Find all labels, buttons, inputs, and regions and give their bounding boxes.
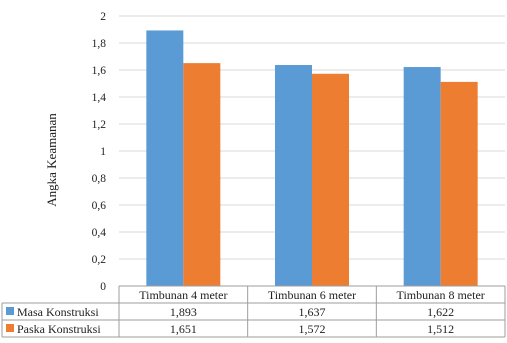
y-tick-label: 0,6 xyxy=(92,200,107,212)
y-tick-label: 0,4 xyxy=(92,227,107,239)
bar-masa-2 xyxy=(275,65,312,286)
bar-masa-1 xyxy=(146,30,183,286)
y-ticks: 0 0,2 0,4 0,6 0,8 1 1,2 1,4 1,6 1,8 2 xyxy=(92,11,107,293)
legend-swatch-paska xyxy=(6,324,14,332)
data-label: 1,893 xyxy=(170,305,197,319)
y-tick-label: 1,4 xyxy=(92,92,107,104)
y-tick-label: 0,2 xyxy=(92,254,107,266)
data-table: Timbunan 4 meter Timbunan 6 meter Timbunan… xyxy=(2,286,505,337)
y-tick-label: 0 xyxy=(100,281,106,293)
bar-masa-3 xyxy=(404,67,441,286)
bar-paska-2 xyxy=(312,74,349,286)
data-label: 1,572 xyxy=(299,322,326,336)
data-label: 1,637 xyxy=(299,305,326,319)
category-label: Timbunan 4 meter xyxy=(139,288,227,302)
bar-paska-3 xyxy=(441,82,478,286)
y-tick-label: 0,8 xyxy=(92,173,107,185)
y-tick-label: 1,8 xyxy=(92,38,107,50)
bars xyxy=(146,30,477,286)
bar-paska-1 xyxy=(183,63,220,286)
data-label: 1,651 xyxy=(170,322,197,336)
y-axis-label: Angka Keamanan xyxy=(44,113,59,207)
data-label: 1,512 xyxy=(427,322,454,336)
legend-label-masa: Masa Konstruksi xyxy=(17,305,99,319)
legend-label-paska: Paska Konstruksi xyxy=(17,322,101,336)
data-label: 1,622 xyxy=(427,305,454,319)
category-label: Timbunan 8 meter xyxy=(397,288,485,302)
y-tick-label: 1 xyxy=(100,146,106,158)
category-label: Timbunan 6 meter xyxy=(268,288,356,302)
y-tick-label: 1,6 xyxy=(92,65,107,77)
legend-swatch-masa xyxy=(6,307,14,315)
y-tick-label: 1,2 xyxy=(92,119,107,131)
y-tick-label: 2 xyxy=(100,11,106,23)
